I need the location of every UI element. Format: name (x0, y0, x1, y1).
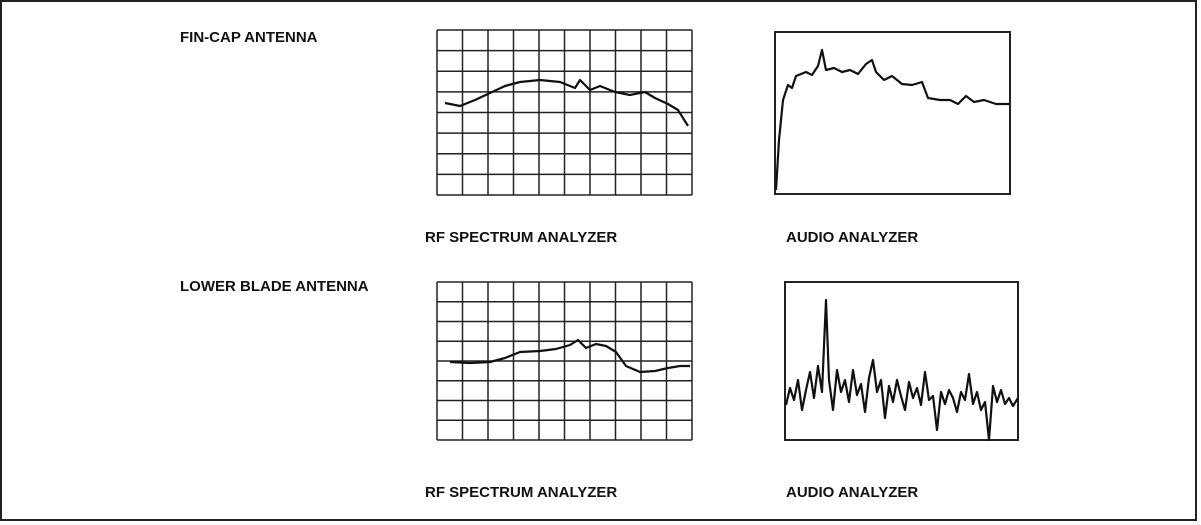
audio-trace (784, 298, 1019, 442)
panel-caption: RF SPECTRUM ANALYZER (425, 229, 617, 246)
audio-trace (774, 48, 1010, 191)
row-label: LOWER BLADE ANTENNA (180, 278, 369, 295)
panel-caption: AUDIO ANALYZER (786, 229, 918, 246)
audio-frame (784, 281, 1019, 441)
audio-frame (774, 31, 1011, 195)
plot-grids (436, 29, 693, 441)
rf-trace (444, 78, 689, 127)
rf-trace (449, 338, 690, 374)
panel-caption: RF SPECTRUM ANALYZER (425, 484, 617, 501)
panel-caption: AUDIO ANALYZER (786, 484, 918, 501)
row-label: FIN-CAP ANTENNA (180, 29, 318, 46)
